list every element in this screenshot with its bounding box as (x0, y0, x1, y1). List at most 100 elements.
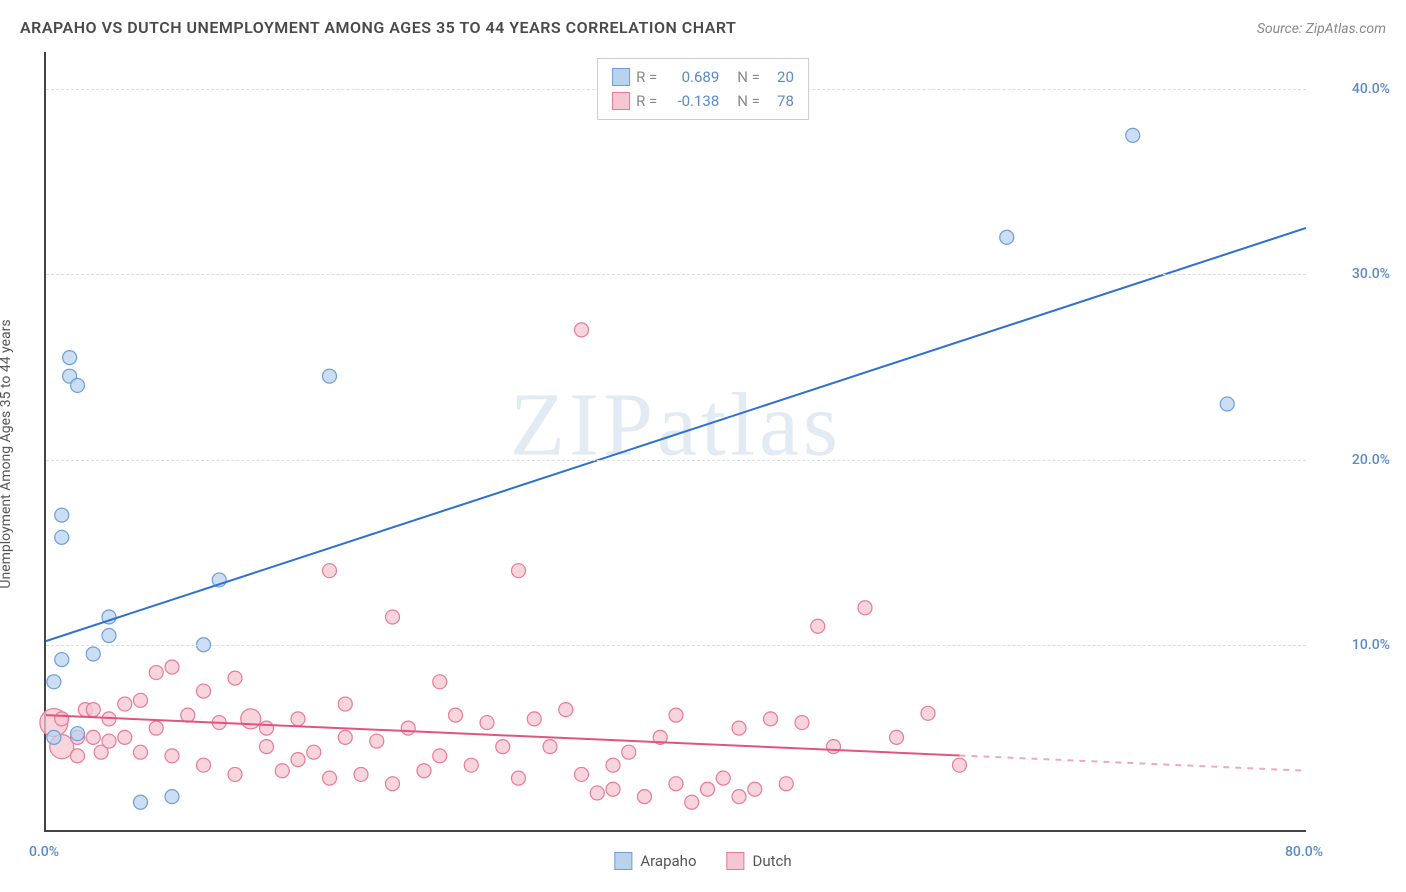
data-point (354, 767, 368, 781)
regression-line (46, 228, 1306, 641)
data-point (260, 721, 274, 735)
data-point (559, 703, 573, 717)
data-point (417, 764, 431, 778)
data-point (118, 697, 132, 711)
r-value: 0.689 (663, 65, 719, 89)
data-point (811, 619, 825, 633)
data-point (543, 740, 557, 754)
data-point (47, 730, 61, 744)
x-tick-label: 80.0% (1285, 844, 1323, 860)
data-point (86, 730, 100, 744)
data-point (165, 660, 179, 674)
gridline (46, 645, 1306, 646)
data-point (275, 764, 289, 778)
r-label: R = (636, 89, 657, 113)
n-value: 20 (766, 65, 794, 89)
data-point (134, 745, 148, 759)
data-point (1000, 230, 1014, 244)
legend-series-item: Dutch (727, 852, 792, 870)
data-point (55, 530, 69, 544)
data-point (55, 712, 69, 726)
y-tick-label: 20.0% (1352, 452, 1390, 468)
data-point (197, 684, 211, 698)
series-legend: ArapahoDutch (614, 852, 791, 870)
y-tick-label: 30.0% (1352, 266, 1390, 282)
data-point (55, 508, 69, 522)
data-point (71, 727, 85, 741)
data-point (102, 629, 116, 643)
data-point (669, 777, 683, 791)
data-point (386, 777, 400, 791)
correlation-legend: R =0.689N =20R =-0.138N =78 (597, 58, 809, 120)
data-point (890, 730, 904, 744)
data-point (181, 708, 195, 722)
y-axis-label: Unemployment Among Ages 35 to 44 years (0, 319, 14, 588)
data-point (323, 771, 337, 785)
data-point (291, 753, 305, 767)
chart-plot-area: ZIPatlas (44, 52, 1306, 832)
chart-title: ARAPAHO VS DUTCH UNEMPLOYMENT AMONG AGES… (20, 18, 736, 37)
data-point (779, 777, 793, 791)
n-label: N = (737, 65, 760, 89)
data-point (764, 712, 778, 726)
scatter-svg (46, 52, 1306, 830)
legend-series-label: Dutch (753, 852, 792, 870)
data-point (433, 675, 447, 689)
data-point (575, 323, 589, 337)
x-tick-label: 0.0% (29, 844, 59, 860)
data-point (480, 716, 494, 730)
legend-swatch-icon (727, 852, 745, 870)
data-point (134, 693, 148, 707)
data-point (197, 758, 211, 772)
data-point (134, 795, 148, 809)
gridline (46, 460, 1306, 461)
data-point (291, 712, 305, 726)
data-point (527, 712, 541, 726)
data-point (165, 749, 179, 763)
data-point (71, 749, 85, 763)
data-point (638, 790, 652, 804)
data-point (449, 708, 463, 722)
y-tick-label: 10.0% (1352, 637, 1390, 653)
n-label: N = (737, 89, 760, 113)
data-point (464, 758, 478, 772)
legend-swatch-icon (614, 852, 632, 870)
data-point (338, 697, 352, 711)
data-point (228, 767, 242, 781)
data-point (921, 706, 935, 720)
data-point (370, 734, 384, 748)
data-point (1126, 128, 1140, 142)
data-point (748, 782, 762, 796)
data-point (732, 790, 746, 804)
data-point (512, 771, 526, 785)
data-point (63, 351, 77, 365)
data-point (433, 749, 447, 763)
y-tick-label: 40.0% (1352, 81, 1390, 97)
data-point (260, 740, 274, 754)
data-point (1220, 397, 1234, 411)
n-value: 78 (766, 89, 794, 113)
data-point (323, 369, 337, 383)
data-point (401, 721, 415, 735)
data-point (858, 601, 872, 615)
data-point (307, 745, 321, 759)
data-point (47, 675, 61, 689)
data-point (732, 721, 746, 735)
data-point (149, 666, 163, 680)
data-point (590, 786, 604, 800)
gridline (46, 274, 1306, 275)
data-point (795, 716, 809, 730)
data-point (149, 721, 163, 735)
data-point (118, 730, 132, 744)
data-point (86, 647, 100, 661)
legend-swatch-icon (612, 68, 630, 86)
data-point (323, 564, 337, 578)
regression-line-extrapolated (960, 755, 1307, 770)
data-point (71, 378, 85, 392)
data-point (716, 771, 730, 785)
data-point (512, 564, 526, 578)
data-point (86, 703, 100, 717)
data-point (228, 671, 242, 685)
data-point (622, 745, 636, 759)
data-point (338, 730, 352, 744)
